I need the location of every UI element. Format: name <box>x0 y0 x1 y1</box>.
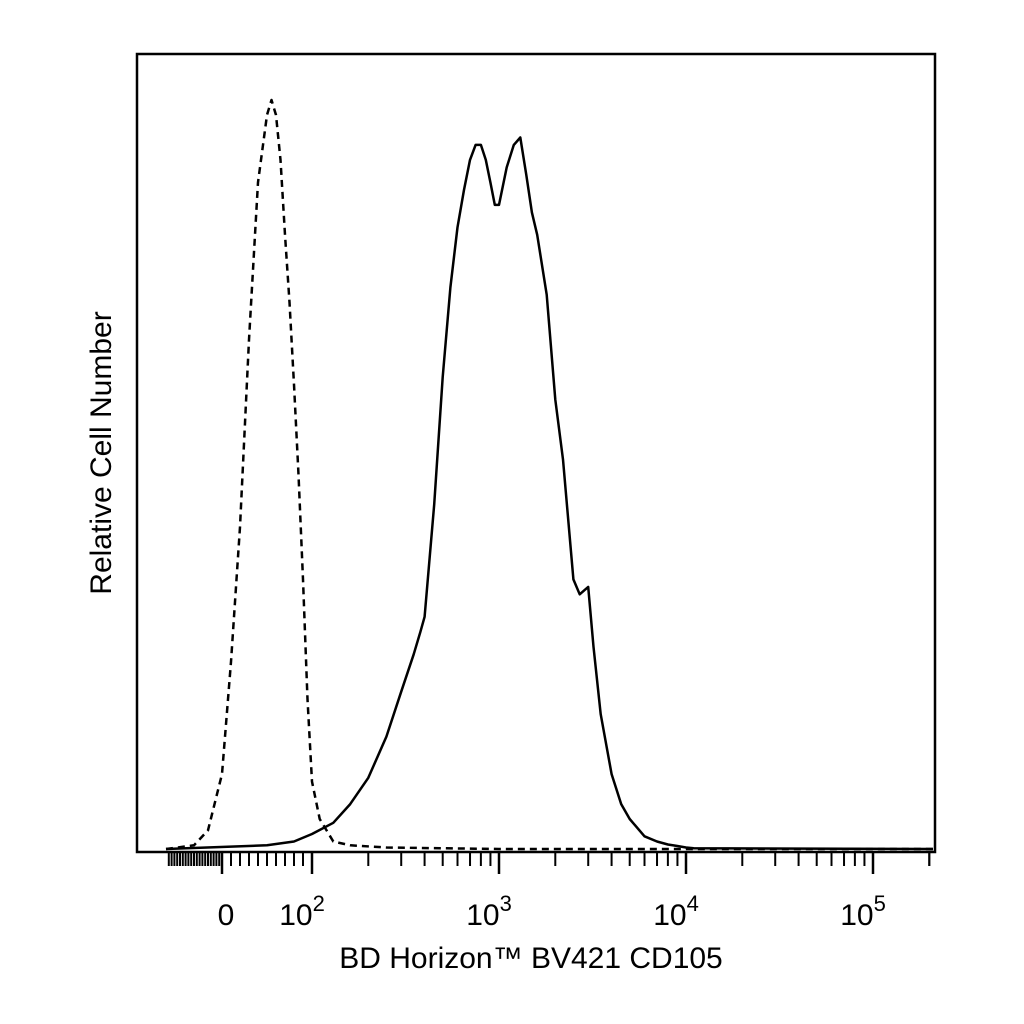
x-axis-tick-labels: 0 102 103 104 105 <box>218 891 886 932</box>
x-axis-label: BD Horizon™ BV421 CD105 <box>339 942 723 975</box>
x-tick-label: 105 <box>840 891 886 932</box>
x-axis-major-ticks <box>220 852 875 874</box>
x-tick-label: 103 <box>466 891 512 932</box>
x-tick-label: 0 <box>218 899 235 932</box>
x-tick-label: 102 <box>279 891 325 932</box>
x-tick-label: 104 <box>653 891 699 932</box>
series-dashed-line <box>165 98 933 851</box>
y-axis-label: Relative Cell Number <box>85 311 118 594</box>
histogram-series <box>165 98 934 851</box>
series-solid-line <box>165 136 934 851</box>
x-axis-minor-ticks <box>167 852 931 866</box>
plot-frame <box>135 52 937 854</box>
